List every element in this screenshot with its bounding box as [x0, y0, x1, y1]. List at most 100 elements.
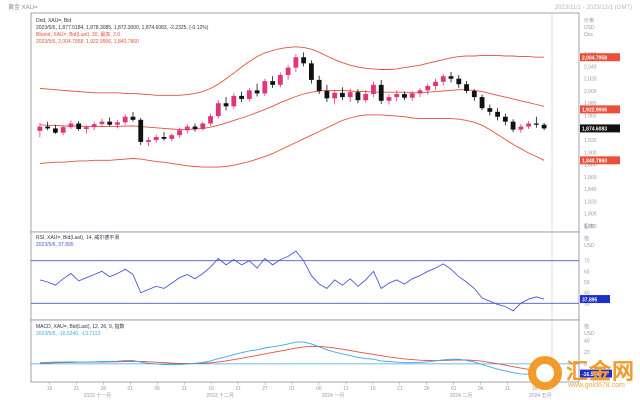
candle-body: [402, 94, 407, 98]
candle-body: [161, 137, 167, 139]
date-tick-label: 27: [262, 386, 268, 392]
last-price-tag-bg: [580, 124, 620, 133]
candle-body: [371, 84, 376, 95]
price-tick-label: 1,780: [584, 224, 597, 230]
candle-body: [91, 124, 97, 128]
candle-body: [394, 94, 400, 98]
rsi-tick-label: 50: [584, 280, 590, 286]
price-tick-label: 1,880: [584, 163, 597, 169]
rsi-legend-line1: RSI, XAU=, Bid(Last), 14, 威尔德平滑: [36, 234, 119, 241]
candle-body: [332, 92, 338, 99]
rsi-unit-currency: USD: [584, 243, 595, 249]
candle-body: [231, 95, 237, 107]
macd-tick-label: 40: [584, 338, 590, 344]
bband-middle-line: [39, 89, 545, 131]
candle-body: [60, 127, 66, 133]
date-tick-label: 26: [424, 386, 430, 392]
candle-body: [192, 126, 198, 130]
candle-body: [52, 128, 58, 133]
date-tick-label: 06: [154, 386, 160, 392]
candle-body: [526, 123, 532, 127]
bband-legend-line2: 2023/5/6, 2,004.7958, 1,922.9906, 1,840.…: [36, 39, 139, 45]
price-unit-label: 价格: [584, 17, 594, 24]
date-tick-label: 16: [532, 386, 538, 392]
candle-body: [200, 123, 206, 130]
candle-body: [138, 119, 144, 142]
last-price-tag: 1,874.6083: [582, 127, 607, 133]
date-tick-label: 06: [316, 386, 322, 392]
date-tick-label: 01: [289, 386, 295, 392]
candle-body: [262, 81, 268, 94]
price-tick-label: 2,000: [584, 89, 597, 95]
date-tick-label: 11: [505, 386, 510, 392]
price-tick-label: 2,020: [584, 77, 597, 83]
rsi-legend-line2: 2023/5/6, 37.895: [36, 242, 74, 248]
candle-body: [417, 90, 423, 94]
month-label: 2023 十一月: [84, 392, 112, 399]
macd-signal-line: [39, 345, 545, 372]
bband-lower-tag-bg: [580, 156, 620, 165]
candle-body: [45, 126, 51, 129]
date-tick-label: 01: [128, 386, 134, 392]
candle-body: [340, 92, 345, 98]
rsi-tick-label: 30: [584, 301, 590, 307]
candle-body: [223, 103, 229, 107]
candle-body: [510, 121, 516, 130]
bollinger-bands: [39, 46, 545, 168]
candle-body: [378, 84, 384, 101]
bband-lower-tag: 1,840.7860: [582, 159, 607, 165]
month-label: 2024 五月: [529, 393, 552, 399]
candle-body: [115, 122, 120, 125]
candle-body: [254, 90, 260, 94]
candle-body: [37, 126, 43, 131]
macd-unit-label: 值: [584, 323, 589, 330]
date-tick-label: 16: [370, 386, 376, 392]
candle-body: [518, 126, 524, 130]
macd-value-tag-bg: [580, 369, 612, 378]
candle-body: [184, 126, 190, 131]
price-legend-line1: Dnd, XAU=, Bid: [36, 18, 71, 24]
macd-value-tag: -16.5240: [582, 372, 602, 378]
bband-mid-tag: 1,922.9906: [582, 108, 607, 114]
price-yaxis: 2,0602,0402,0202,0001,9801,9601,9401,920…: [584, 52, 597, 230]
date-tick-label: 01: [451, 386, 457, 392]
macd-legend-line1: MACD, XAU=, Bid(Last), 12, 26, 9, 指数: [36, 323, 125, 330]
bband-mid-tag-bg: [580, 105, 620, 114]
price-unit-measure: Ozs: [584, 32, 593, 38]
price-tags: 2,004.7958 1,922.9906 1,874.6083 1,840.7860: [580, 53, 620, 165]
date-tick-label: 26: [101, 386, 107, 392]
candle-body: [355, 92, 361, 101]
candle-body: [122, 116, 128, 123]
candle-body: [130, 116, 136, 120]
candle-body: [409, 93, 415, 98]
candle-body: [363, 94, 369, 101]
price-panel: [30, 12, 580, 233]
bband-upper-tag: 2,004.7958: [582, 55, 607, 61]
rsi-line: [39, 250, 545, 312]
candle-body: [177, 130, 182, 136]
date-axis: 16 21 26 01 06 11 16 21 27 01 06 11 16 21 26 01 06 11 1620…: [47, 382, 552, 399]
candle-body: [347, 92, 353, 98]
price-tick-label: 1,900: [584, 150, 597, 156]
candle-body: [84, 127, 89, 130]
candle-body: [285, 67, 291, 76]
macd-legend-line2: 2023/5/6, -16.5240, -13.7113: [36, 331, 100, 337]
month-label: 2024 一月: [322, 393, 345, 399]
rsi-tick-label: 40: [584, 291, 590, 297]
candle-body: [425, 86, 431, 91]
candle-body: [99, 121, 105, 125]
chart-window-title: 黄金 XAU=: [8, 3, 38, 11]
price-tick-label: 1,980: [584, 101, 597, 107]
candle-body: [153, 137, 159, 141]
candle-body: [308, 63, 314, 80]
candle-body: [316, 79, 322, 91]
month-label: 2023 十二月: [207, 392, 235, 399]
price-tick-label: 1,800: [584, 212, 597, 218]
price-tick-label: 2,040: [584, 64, 597, 70]
candle-body: [215, 103, 221, 117]
candle-body: [471, 90, 477, 98]
price-unit-currency: USD: [584, 25, 595, 31]
